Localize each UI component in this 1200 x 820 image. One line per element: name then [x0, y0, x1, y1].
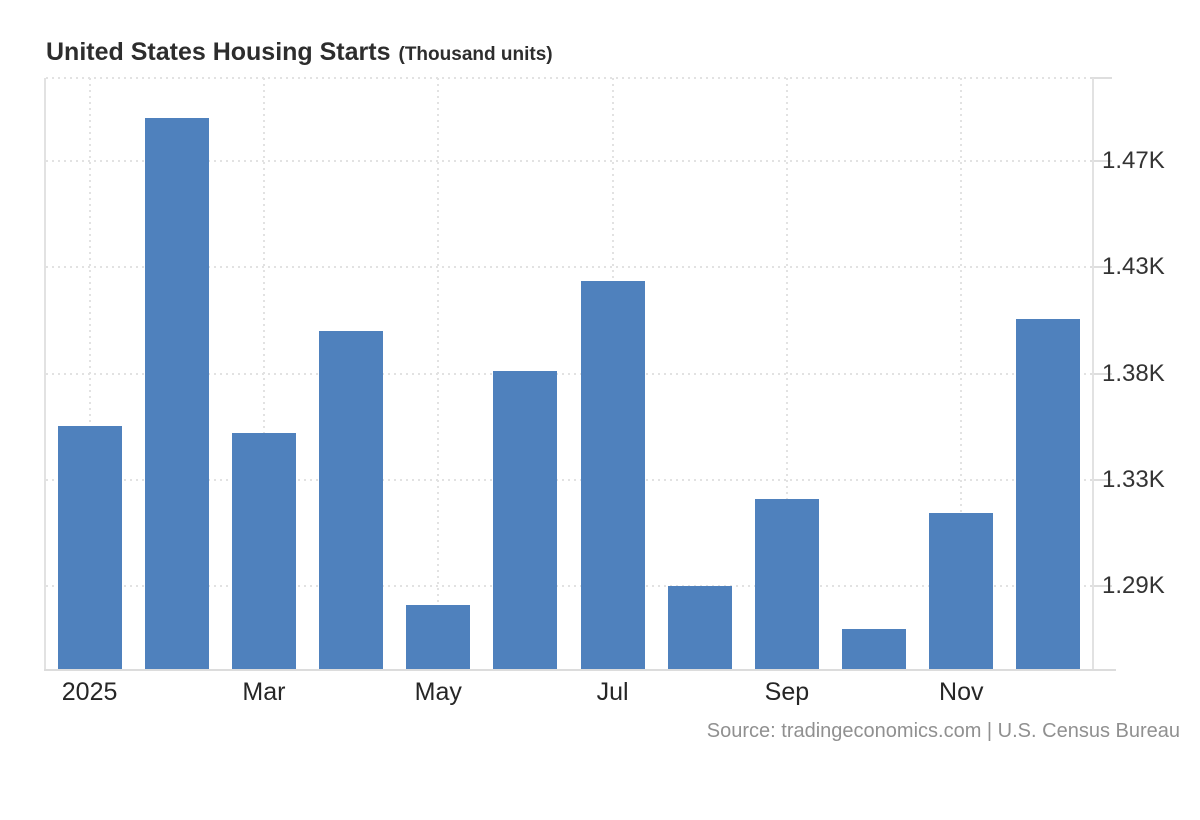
gridline-v — [785, 78, 788, 669]
gridline-v — [437, 78, 440, 669]
x-tick-label: Jul — [596, 678, 629, 706]
bar-nov-2025[interactable] — [929, 512, 994, 669]
x-tick-label: Nov — [939, 678, 984, 706]
gridline-h — [46, 266, 1092, 269]
bar-oct-2025[interactable] — [842, 628, 907, 669]
source-link-tradingeconomics[interactable]: tradingeconomics.com — [781, 720, 982, 742]
bar-apr-2025[interactable] — [319, 330, 384, 669]
plot-border-right — [1092, 78, 1094, 669]
gridline-h — [46, 372, 1092, 375]
gridline-v — [88, 78, 91, 669]
x-tick-label: May — [414, 678, 462, 706]
x-tick-label: Mar — [242, 678, 286, 706]
plot-border-top — [46, 77, 1092, 79]
source-label: Source: — [706, 720, 782, 742]
bar-jul-2025[interactable] — [580, 281, 645, 669]
y-tick-label: 1.38K — [1102, 359, 1165, 387]
chart-title: United States Housing Starts — [46, 38, 391, 66]
gridline-v — [960, 78, 963, 669]
x-tick-label: Sep — [764, 678, 810, 706]
gridline-v — [262, 78, 265, 669]
gridline-h — [46, 159, 1092, 162]
y-tick-mark — [1090, 266, 1112, 269]
y-tick-label: 1.33K — [1102, 465, 1165, 493]
y-tick-mark — [1090, 372, 1112, 375]
bar-jan-2025[interactable] — [57, 425, 122, 669]
bar-sep-2025[interactable] — [754, 498, 819, 669]
plot-border-bottom — [44, 669, 1116, 671]
bar-aug-2025[interactable] — [667, 586, 732, 669]
gridline-h — [46, 478, 1092, 481]
plot-border-left — [44, 78, 46, 669]
source-link-census-bureau[interactable]: U.S. Census Bureau — [997, 720, 1180, 742]
bar-feb-2025[interactable] — [144, 118, 209, 669]
y-tick-label: 1.29K — [1102, 572, 1165, 600]
x-tick-label: 2025 — [61, 678, 118, 706]
source-separator: | — [981, 720, 998, 742]
gridline-h — [46, 585, 1092, 588]
y-tick-mark — [1090, 159, 1112, 162]
source-line: Source: tradingeconomics.com | U.S. Cens… — [707, 720, 1180, 743]
y-tick-mark — [1090, 585, 1112, 588]
y-tick-mark — [1090, 77, 1112, 79]
bar-mar-2025[interactable] — [231, 432, 296, 669]
chart-title-unit: (Thousand units) — [398, 44, 553, 65]
bar-may-2025[interactable] — [406, 605, 471, 669]
bar-jun-2025[interactable] — [493, 371, 558, 669]
bar-dec-2025[interactable] — [1016, 319, 1081, 669]
chart-header: United States Housing Starts (Thousand un… — [46, 38, 553, 67]
y-tick-label: 1.43K — [1102, 253, 1165, 281]
y-tick-mark — [1090, 478, 1112, 481]
y-tick-label: 1.47K — [1102, 146, 1165, 174]
